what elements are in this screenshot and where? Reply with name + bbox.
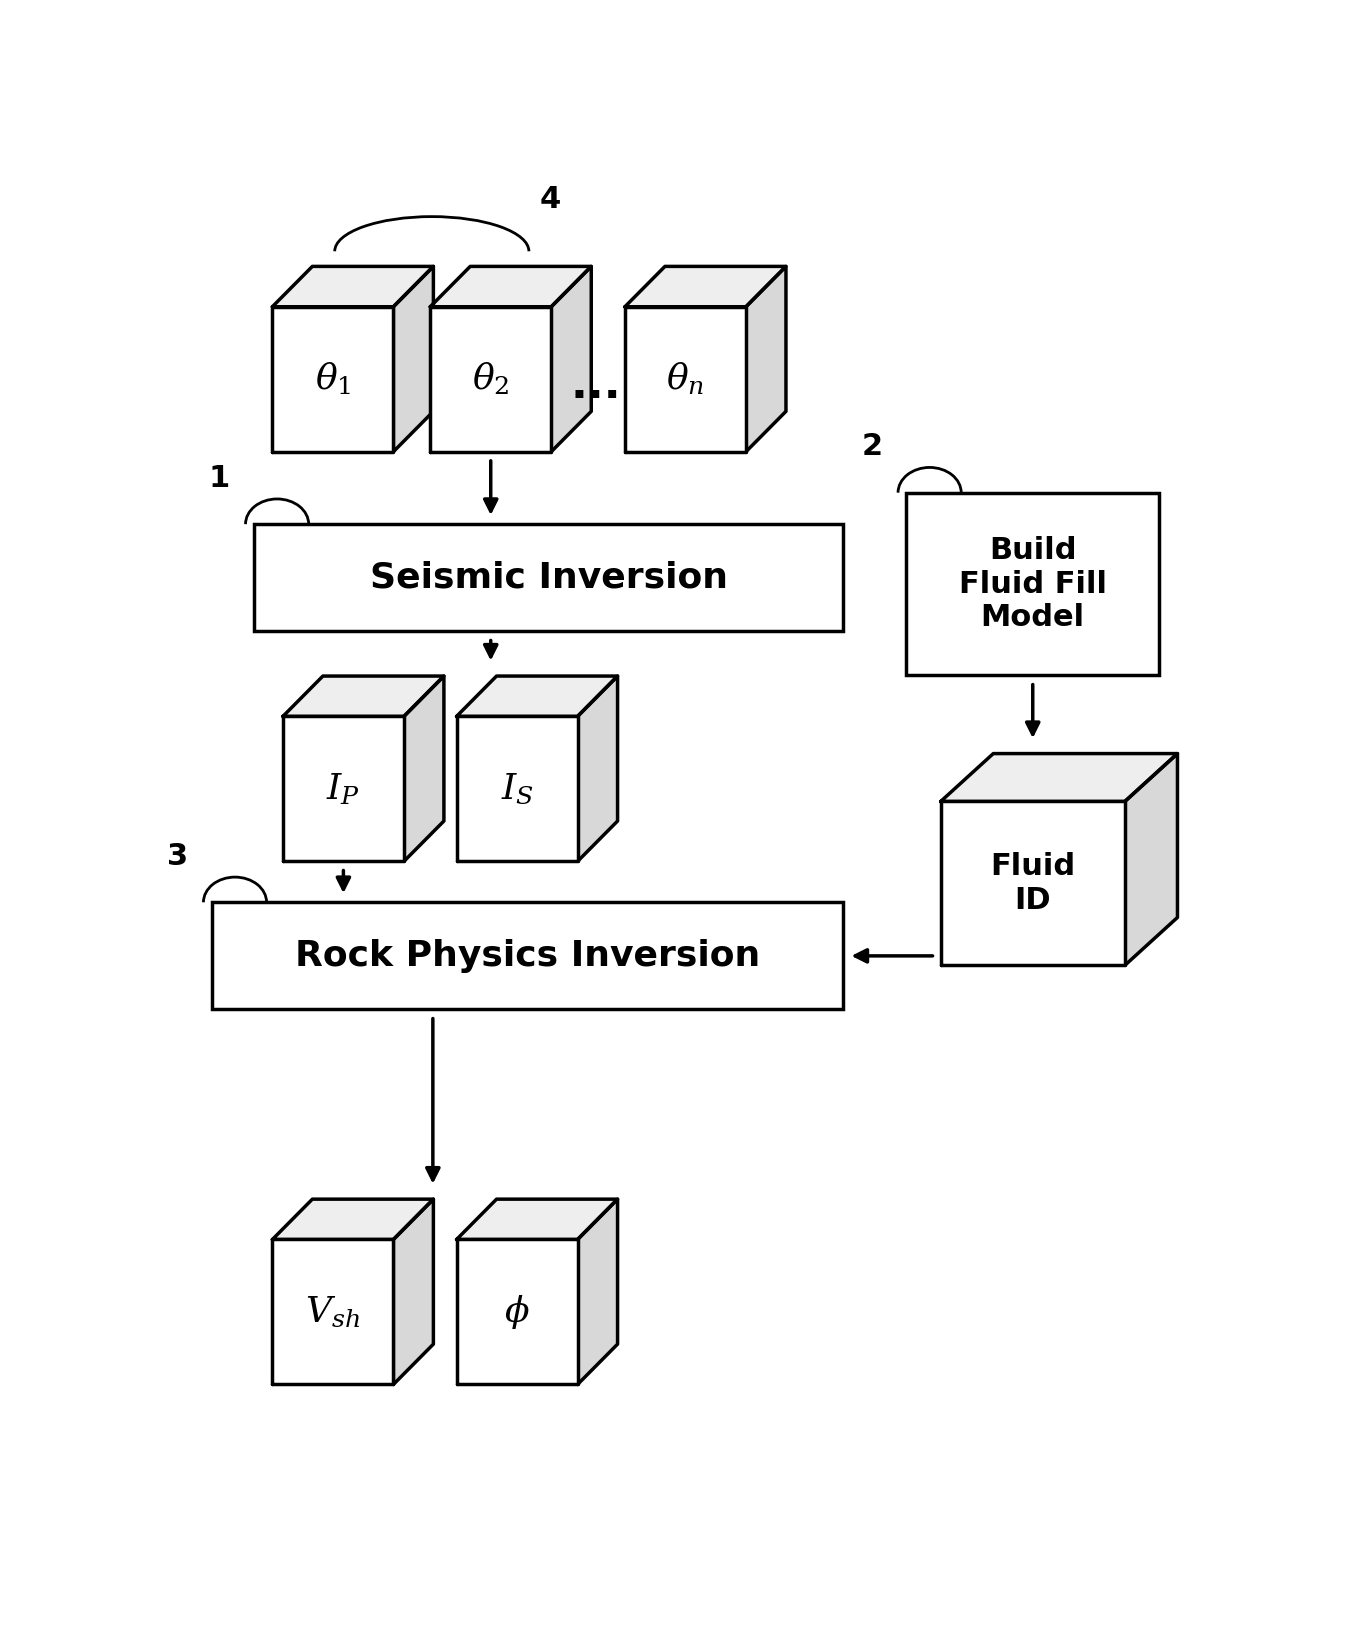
Polygon shape: [456, 1239, 577, 1385]
Text: $I_P$: $I_P$: [326, 771, 360, 807]
Polygon shape: [273, 306, 394, 452]
Polygon shape: [551, 267, 591, 452]
Polygon shape: [577, 1200, 618, 1385]
Polygon shape: [273, 267, 433, 306]
Polygon shape: [625, 267, 786, 306]
Polygon shape: [282, 676, 444, 717]
Text: Fluid
ID: Fluid ID: [990, 853, 1076, 915]
Bar: [212, 902, 843, 1010]
Bar: [254, 524, 843, 632]
Text: 2: 2: [861, 432, 883, 462]
Polygon shape: [456, 717, 577, 861]
Polygon shape: [746, 267, 786, 452]
Text: Rock Physics Inversion: Rock Physics Inversion: [295, 940, 760, 972]
Polygon shape: [577, 676, 618, 861]
Text: Build
Fluid Fill
Model: Build Fluid Fill Model: [959, 535, 1107, 632]
Polygon shape: [456, 1200, 618, 1239]
Text: $\theta_n$: $\theta_n$: [667, 362, 705, 398]
Polygon shape: [403, 676, 444, 861]
Polygon shape: [625, 306, 746, 452]
Polygon shape: [430, 267, 591, 306]
Polygon shape: [1124, 753, 1177, 966]
Text: 1: 1: [209, 463, 230, 493]
Text: ...: ...: [570, 363, 622, 408]
Text: $\theta_1$: $\theta_1$: [315, 362, 350, 398]
Polygon shape: [941, 753, 1177, 802]
Polygon shape: [394, 1200, 433, 1385]
Text: Seismic Inversion: Seismic Inversion: [369, 561, 728, 594]
Text: 4: 4: [539, 185, 561, 214]
Polygon shape: [941, 802, 1124, 966]
Polygon shape: [273, 1200, 433, 1239]
Polygon shape: [273, 1239, 394, 1385]
Polygon shape: [430, 306, 551, 452]
Text: $V_{sh}$: $V_{sh}$: [306, 1295, 360, 1329]
Text: $I_S$: $I_S$: [501, 771, 534, 805]
Text: 3: 3: [167, 841, 187, 871]
Polygon shape: [282, 717, 403, 861]
Text: $\phi$: $\phi$: [504, 1293, 530, 1331]
Polygon shape: [456, 676, 618, 717]
Text: $\theta_2$: $\theta_2$: [473, 362, 509, 398]
Polygon shape: [394, 267, 433, 452]
Bar: [907, 493, 1160, 676]
